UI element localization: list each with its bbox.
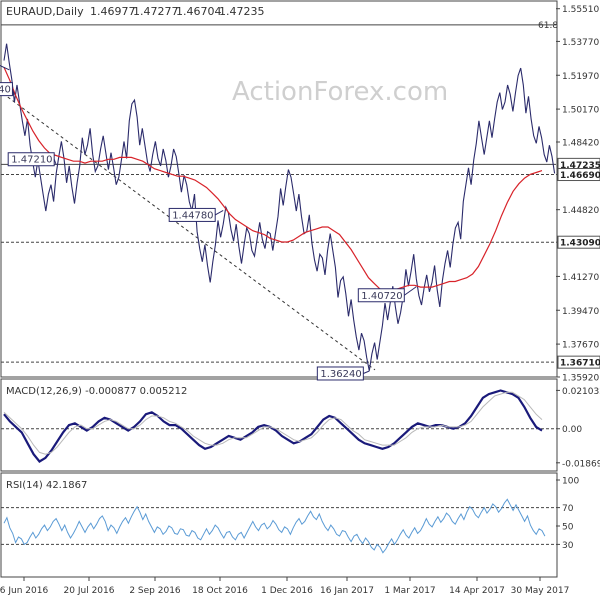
macd-layer	[1, 389, 556, 463]
tick-layer: 1.55510 1.53770 1.51970 1.50170 1.48420 1.466…	[556, 5, 600, 551]
macd-ytick-label-1: 0.00	[562, 425, 582, 435]
rsi-title: RSI(14) 42.1867	[6, 480, 87, 491]
rsi-layer	[1, 498, 556, 554]
xtick-label-3: 18 Oct 2016	[192, 586, 248, 596]
level-label-4: 1.36710	[560, 359, 600, 369]
main-title: EURAUD,Daily	[6, 5, 84, 18]
annotation-leader-5	[0, 65, 10, 71]
main-ytick-label-8: 1.41270	[562, 273, 599, 283]
ohlc-close: 1.47235	[219, 5, 265, 18]
xtick-label-8: 30 May 2017	[511, 586, 570, 596]
level-label-2: 1.46690	[560, 171, 600, 181]
main-ytick-label-3: 1.50170	[562, 106, 599, 116]
macd-ytick-label-2: -0.018695	[562, 459, 600, 469]
main-panel	[0, 0, 558, 378]
price-layer	[3, 43, 556, 371]
level-label-box-3	[557, 235, 600, 249]
annotation-text-3: 1.40720	[361, 291, 402, 302]
main-ytick-label-1: 1.53770	[562, 38, 599, 48]
rsi-ytick-label-3: 30	[562, 541, 574, 551]
macd-series-0	[3, 389, 543, 463]
macd-title: MACD(12,26,9) -0.000877 0.005212	[6, 386, 187, 397]
annotation-leader-1	[214, 209, 224, 216]
main-ytick-label-4: 1.48420	[562, 139, 599, 149]
annotation-leader-2	[53, 159, 57, 165]
annotation-text-2: 1.47210	[11, 155, 52, 166]
rsi-ytick-label-2: 50	[562, 523, 574, 533]
trend-line	[2, 93, 376, 371]
annotation-text-1: 1.44780	[172, 210, 213, 221]
x-axis: 6 Jun 2016 20 Jul 2016 2 Sep 2016 18 Oct 20…	[0, 577, 569, 596]
macd-series-1	[3, 391, 543, 455]
ohlc-high: 1.47277	[133, 5, 179, 18]
rsi-ytick-label-0: 100	[562, 477, 579, 487]
xtick-label-1: 20 Jul 2016	[64, 586, 115, 596]
level-label-3: 1.43090	[560, 239, 600, 249]
level-label-box-2	[557, 168, 600, 182]
ohlc-open: 1.46977	[90, 5, 136, 18]
price-series	[3, 43, 556, 371]
grid-layer	[1, 24, 556, 371]
xtick-label-4: 1 Dec 2016	[261, 586, 313, 596]
rsi-ytick-label-1: 70	[562, 504, 574, 514]
annotation-leader-4	[363, 370, 370, 374]
annotation-layer: 1.509401.447801.472101.407201.362401.522…	[0, 65, 417, 381]
ohlc-low: 1.46704	[176, 5, 222, 18]
level-label-1: 1.47235	[560, 161, 600, 171]
main-ytick-label-11: 1.35920	[562, 374, 599, 384]
level-label-box-4	[557, 355, 600, 369]
main-ytick-label-6: 1.44820	[562, 206, 599, 216]
fib-label: 61.8	[538, 21, 558, 31]
main-ytick-label-9: 1.39470	[562, 307, 599, 317]
sma-series	[3, 66, 543, 292]
rsi-series	[3, 498, 546, 554]
xtick-label-5: 16 Jan 2017	[320, 586, 374, 596]
annotation-text-4: 1.36240	[320, 369, 361, 380]
main-ytick-label-10: 1.37670	[562, 341, 599, 351]
rsi-panel	[0, 472, 558, 578]
xtick-label-0: 6 Jun 2016	[0, 586, 48, 596]
main-ytick-label-2: 1.51970	[562, 72, 599, 82]
main-ytick-label-0: 1.55510	[562, 5, 599, 15]
macd-ytick-label-0: 0.021032	[562, 387, 600, 397]
annotation-text-0: 1.50940	[0, 85, 11, 96]
watermark: ActionForex.com	[232, 77, 448, 107]
xtick-label-2: 2 Sep 2016	[129, 586, 181, 596]
xtick-label-7: 14 Apr 2017	[449, 586, 505, 596]
annotation-leader-3	[404, 286, 417, 296]
annotation-leader-0	[11, 88, 15, 95]
xtick-label-6: 1 Mar 2017	[384, 586, 435, 596]
